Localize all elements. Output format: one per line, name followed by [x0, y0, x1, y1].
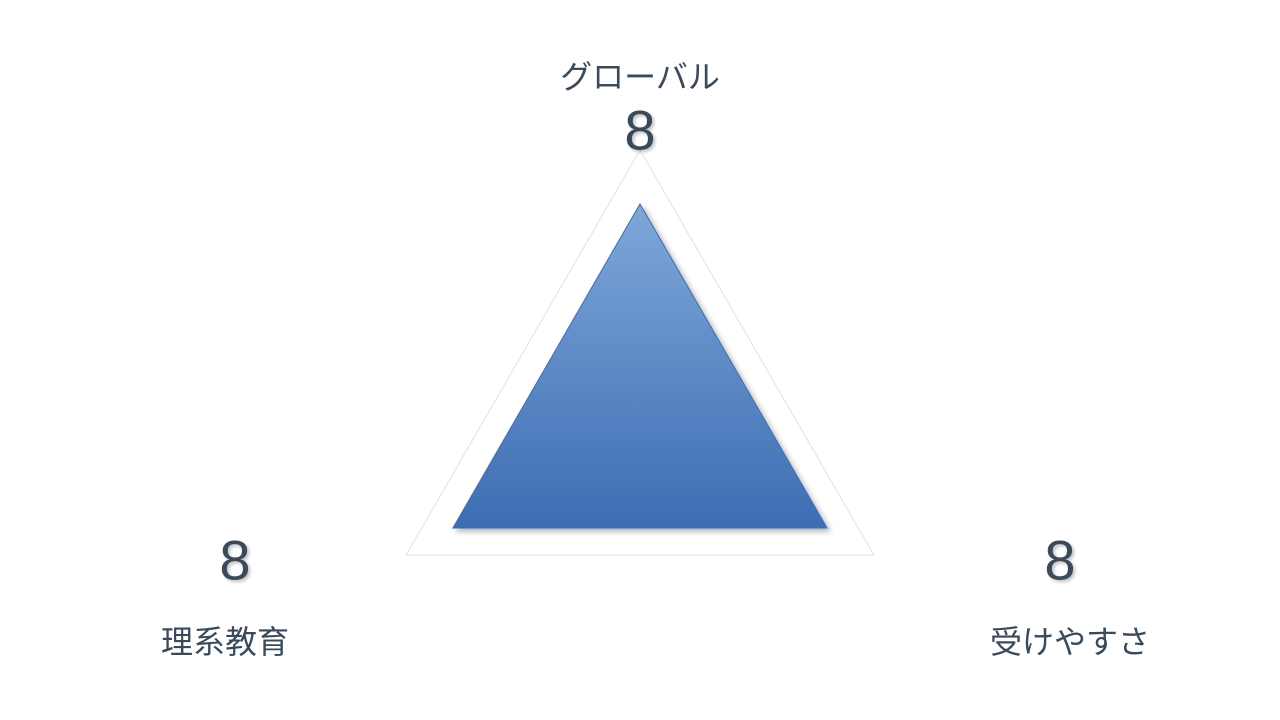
axis-label-science: 理系教育 — [161, 617, 289, 663]
radar-data-area — [453, 204, 827, 528]
axis-value-ease: 8 — [1044, 528, 1075, 593]
radar-chart: グローバル8受けやすさ8理系教育8 — [0, 0, 1280, 720]
axis-value-science: 8 — [219, 528, 250, 593]
axis-value-global: 8 — [624, 98, 655, 163]
axis-label-ease: 受けやすさ — [990, 617, 1150, 663]
axis-label-global: グローバル — [560, 52, 720, 98]
